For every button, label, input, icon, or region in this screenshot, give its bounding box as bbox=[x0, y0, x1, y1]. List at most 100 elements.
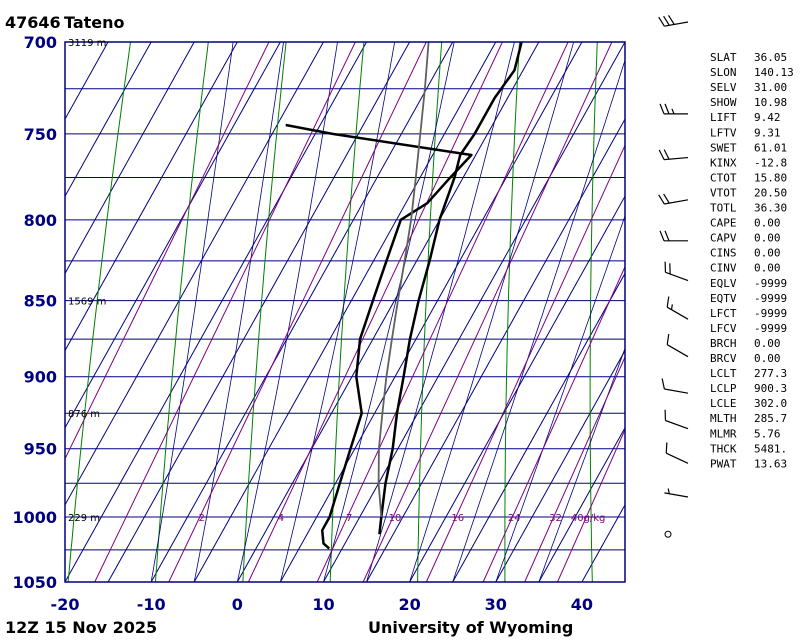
isotherm-line bbox=[65, 42, 152, 198]
wind-barb-flag bbox=[664, 230, 670, 242]
index-value: 140.13 bbox=[754, 66, 794, 79]
mixing-ratio-line bbox=[247, 42, 503, 582]
wind-barbs bbox=[658, 14, 689, 538]
wind-barb-staff bbox=[665, 452, 689, 464]
index-value: 36.30 bbox=[754, 202, 787, 215]
wind-barb-flag bbox=[663, 193, 670, 204]
index-name: CAPV bbox=[710, 232, 737, 245]
isotherm-line bbox=[65, 42, 281, 429]
isotherm-line bbox=[65, 42, 324, 506]
wind-barb-staff bbox=[665, 271, 689, 282]
index-value: -9999 bbox=[754, 277, 787, 290]
wind-barb-flag bbox=[668, 14, 675, 25]
mixing-ratio-label: 16 bbox=[451, 513, 464, 524]
wind-barb-staff bbox=[664, 199, 689, 205]
temperature-tick-label: -10 bbox=[137, 595, 166, 614]
index-name: MLTH bbox=[710, 412, 737, 425]
mixing-ratio-label: 32 bbox=[549, 513, 562, 524]
index-value: 0.00 bbox=[754, 217, 781, 230]
wind-barb-flag bbox=[669, 263, 671, 275]
wind-barb-staff bbox=[664, 21, 689, 27]
temperature-tick-label: 10 bbox=[312, 595, 334, 614]
index-value: 302.0 bbox=[754, 397, 787, 410]
wind-barb-flag bbox=[666, 333, 670, 345]
wind-barb-flag bbox=[658, 149, 665, 160]
mixing-ratio-label: 24 bbox=[508, 513, 521, 524]
index-name: CAPE bbox=[710, 217, 737, 230]
index-name: MLMR bbox=[710, 427, 737, 440]
isotherm-line bbox=[236, 42, 540, 582]
wind-barb-flag bbox=[661, 378, 665, 390]
wind-barb bbox=[664, 488, 689, 498]
dry-adiabat-line bbox=[504, 42, 520, 582]
mixing-ratio-label: 7 bbox=[346, 513, 352, 524]
index-value: 9.31 bbox=[754, 126, 781, 139]
dewpoint-line bbox=[285, 123, 473, 550]
pressure-tick-label: 750 bbox=[24, 125, 57, 144]
index-name: LFTV bbox=[710, 126, 737, 139]
index-value: -9999 bbox=[754, 322, 787, 335]
wind-barb bbox=[666, 296, 689, 320]
index-value: 31.00 bbox=[754, 81, 787, 94]
moist-adiabat-line bbox=[495, 214, 625, 582]
station-id: 47646 bbox=[5, 13, 61, 32]
pressure-tick-label: 800 bbox=[24, 211, 57, 230]
index-name: SLAT bbox=[710, 51, 737, 64]
temperature-tick-label: -20 bbox=[51, 595, 80, 614]
index-value: 0.00 bbox=[754, 352, 781, 365]
index-name: TOTL bbox=[710, 202, 737, 215]
wind-barb-flag bbox=[666, 296, 670, 308]
wind-barb bbox=[658, 14, 689, 27]
isotherm-line bbox=[65, 42, 195, 275]
wind-barb bbox=[665, 442, 689, 464]
height-label: 3119 m bbox=[68, 38, 106, 49]
observation-time: 12Z 15 Nov 2025 bbox=[5, 618, 157, 637]
wind-barb bbox=[661, 378, 689, 394]
index-name: THCK bbox=[710, 442, 737, 455]
moist-adiabat-line bbox=[366, 42, 515, 582]
index-value: 13.63 bbox=[754, 457, 787, 470]
isotherm-line bbox=[150, 42, 454, 582]
isotherm-line bbox=[452, 272, 625, 582]
wind-barb-half-flag bbox=[667, 488, 670, 494]
wind-barb-flag bbox=[659, 230, 665, 242]
index-name: EQTV bbox=[710, 292, 737, 305]
wind-barb-staff bbox=[666, 344, 689, 358]
wind-barb-staff bbox=[664, 388, 689, 394]
index-name: SHOW bbox=[710, 96, 737, 109]
isotherm-line bbox=[65, 42, 238, 352]
index-name: BRCH bbox=[710, 337, 737, 350]
mixing-ratio-line bbox=[425, 144, 625, 582]
index-value: 20.50 bbox=[754, 186, 787, 199]
index-value: 61.01 bbox=[754, 141, 787, 154]
temperature-line bbox=[378, 42, 523, 535]
background-lines bbox=[0, 42, 625, 582]
stability-indices-panel: SLAT 36.05 SLON 140.13 SELV 31.00 SHOW 10.98 LIF… bbox=[710, 51, 794, 470]
pressure-tick-label: 900 bbox=[24, 368, 57, 387]
moist-adiabat-line bbox=[236, 42, 338, 582]
wind-barb-flag bbox=[663, 149, 670, 160]
moist-adiabat-line bbox=[150, 42, 234, 582]
index-name: VTOT bbox=[710, 186, 737, 199]
isotherm-line bbox=[323, 42, 625, 582]
mixing-ratio-label: 10 bbox=[389, 513, 402, 524]
isotherm-line bbox=[0, 42, 22, 582]
index-value: 0.00 bbox=[754, 262, 781, 275]
index-name: SLON bbox=[710, 66, 737, 79]
index-name: BRCV bbox=[710, 352, 737, 365]
index-value: -9999 bbox=[754, 307, 787, 320]
temperature-tick-label: 0 bbox=[232, 595, 243, 614]
isotherm-line bbox=[65, 42, 66, 44]
wind-barb bbox=[666, 333, 689, 358]
isotherm-line bbox=[279, 42, 583, 582]
index-value: 0.00 bbox=[754, 247, 781, 260]
isotherm-line bbox=[538, 426, 625, 582]
mixing-ratio-line bbox=[362, 42, 613, 582]
mixing-ratio-line bbox=[65, 42, 270, 460]
wind-barb-staff bbox=[664, 156, 689, 161]
mixing-ratio-line bbox=[316, 42, 569, 582]
index-name: PWAT bbox=[710, 457, 737, 470]
index-value: 15.80 bbox=[754, 171, 787, 184]
index-name: LFCV bbox=[710, 322, 737, 335]
